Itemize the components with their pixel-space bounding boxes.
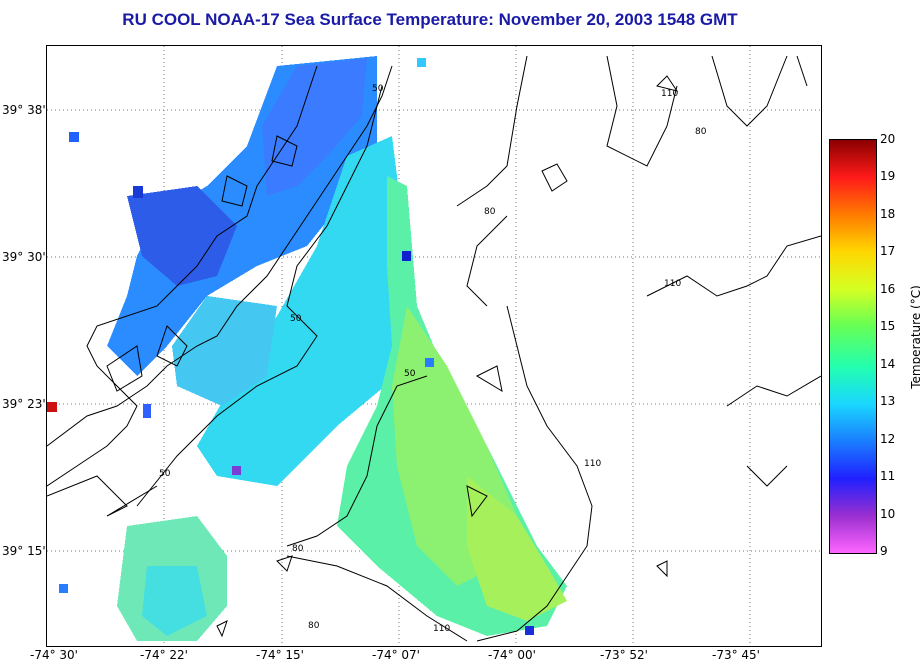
contour-label: 50 — [290, 314, 302, 324]
latitude-label: 39° 38' — [2, 103, 46, 117]
contour-label: 80 — [695, 127, 707, 137]
colorbar-tick: 9 — [880, 544, 888, 558]
sst-pixels — [47, 56, 567, 641]
sst-map-svg: 50 50 50 50 80 80 80 110 110 110 110 80 — [46, 46, 822, 646]
contour-label: 110 — [661, 89, 678, 99]
contour-label: 50 — [159, 469, 171, 479]
contour-label: 80 — [484, 207, 496, 217]
sst-map-panel: 50 50 50 50 80 80 80 110 110 110 110 80 — [46, 45, 822, 647]
colorbar-tick: 17 — [880, 244, 896, 258]
longitude-label: -74° 00' — [488, 648, 536, 662]
colorbar-tick: 16 — [880, 282, 896, 296]
colorbar-tick: 13 — [880, 394, 896, 408]
colorbar-tick: 10 — [880, 507, 896, 521]
longitude-label: -74° 30' — [30, 648, 78, 662]
longitude-label: -74° 15' — [256, 648, 304, 662]
longitude-label: -74° 07' — [372, 648, 420, 662]
coastline — [46, 65, 393, 487]
contour-label: 80 — [308, 621, 320, 631]
contour-label: 50 — [404, 369, 416, 379]
colorbar-tick: 19 — [880, 169, 896, 183]
temperature-colorbar — [829, 139, 877, 554]
contour-label-group: 50 50 50 50 80 80 80 110 110 110 110 80 — [159, 84, 707, 634]
map-title: RU COOL NOAA-17 Sea Surface Temperature:… — [122, 10, 738, 29]
latitude-label: 39° 15' — [2, 544, 46, 558]
contour-label: 110 — [664, 279, 681, 289]
contours — [46, 55, 822, 642]
colorbar-tick: 15 — [880, 319, 896, 333]
colorbar-tick: 12 — [880, 432, 896, 446]
longitude-label: -73° 52' — [600, 648, 648, 662]
colorbar-tick: 20 — [880, 132, 896, 146]
latitude-label: 39° 23' — [2, 397, 46, 411]
contour-label: 50 — [372, 84, 384, 94]
contour-label: 80 — [292, 544, 304, 554]
latitude-label: 39° 30' — [2, 250, 46, 264]
longitude-label: -73° 45' — [712, 648, 760, 662]
contour-label: 110 — [584, 459, 601, 469]
colorbar-tick: 14 — [880, 357, 896, 371]
contour-label: 110 — [433, 624, 450, 634]
colorbar-tick: 11 — [880, 469, 896, 483]
colorbar-tick: 18 — [880, 207, 896, 221]
colorbar-title: Temperature (°C) — [909, 285, 920, 389]
longitude-label: -74° 22' — [140, 648, 188, 662]
